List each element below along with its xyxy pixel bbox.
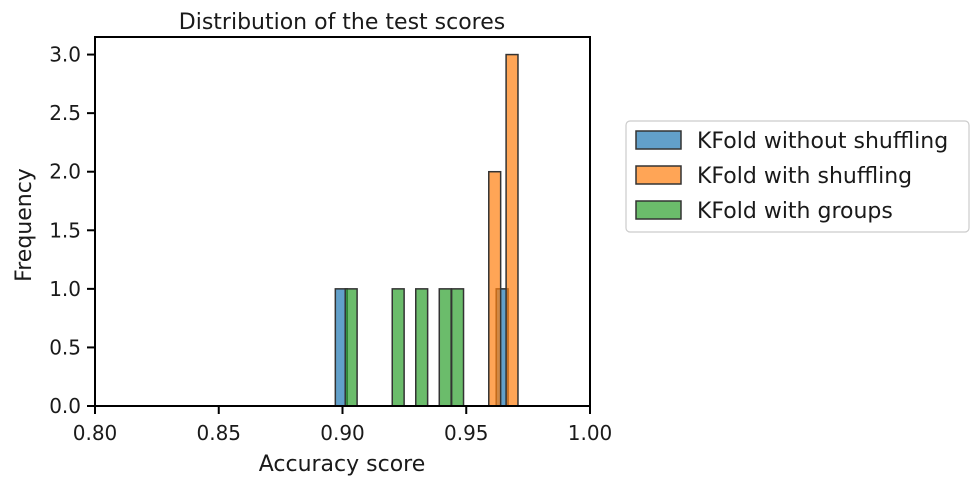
legend-label-2: KFold with groups <box>697 199 893 224</box>
legend-swatch-2 <box>635 200 682 220</box>
bar-series-2-0 <box>344 288 358 407</box>
chart-title: Distribution of the test scores <box>179 10 505 35</box>
x-axis-label: Accuracy score <box>259 452 426 477</box>
plot-frame <box>94 36 591 407</box>
legend: KFold without shuffling KFold with shuff… <box>625 120 970 233</box>
y-tick-label-3: 1.5 <box>49 218 81 242</box>
legend-swatch-0 <box>635 130 682 150</box>
x-tick-label-1: 0.85 <box>196 421 241 445</box>
bar-series-2-2 <box>415 288 429 407</box>
bar-series-1-0 <box>488 170 502 407</box>
bar-series-2-1 <box>391 288 405 407</box>
ticks-layer: 0.80 0.85 0.90 0.95 1.00 0.0 0.5 1.0 1.5 2.0 2.5 3.… <box>49 43 612 445</box>
legend-swatch-1 <box>635 165 682 185</box>
legend-label-1: KFold with shuffling <box>697 164 912 189</box>
x-tick-label-4: 1.00 <box>568 421 613 445</box>
x-tick-label-0: 0.80 <box>73 421 118 445</box>
bar-series-2-3 <box>438 288 452 407</box>
x-tick-label-2: 0.90 <box>320 421 365 445</box>
bar-series-1-1 <box>505 53 519 407</box>
y-tick-label-2: 1.0 <box>49 277 81 301</box>
bars-layer <box>334 53 519 407</box>
y-tick-label-5: 2.5 <box>49 101 81 125</box>
legend-frame <box>625 120 970 233</box>
y-axis-label: Frequency <box>12 168 37 282</box>
y-tick-label-6: 3.0 <box>49 43 81 67</box>
legend-label-0: KFold without shuffling <box>697 129 948 154</box>
x-tick-label-3: 0.95 <box>444 421 489 445</box>
bar-series-2-4 <box>450 288 465 407</box>
y-tick-label-0: 0.0 <box>49 394 81 418</box>
y-tick-label-1: 0.5 <box>49 335 81 359</box>
y-tick-label-4: 2.0 <box>49 160 81 184</box>
